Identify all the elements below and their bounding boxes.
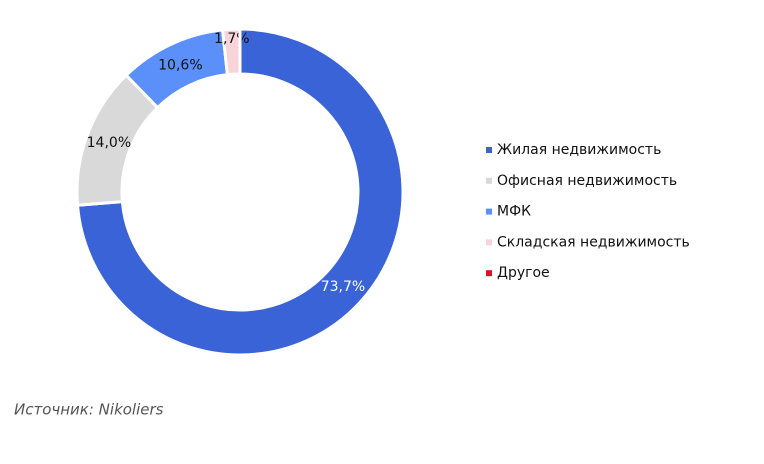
data-label: 1,7%	[214, 31, 250, 47]
legend-swatch	[486, 147, 492, 153]
donut-slice	[75, 27, 405, 357]
legend-label: Офисная недвижимость	[497, 173, 677, 189]
legend-label: Другое	[497, 265, 550, 281]
data-label: 10,6%	[158, 57, 202, 73]
data-label: 14,0%	[87, 135, 131, 151]
legend-swatch	[486, 177, 492, 184]
legend-label: Жилая недвижимость	[497, 142, 661, 158]
legend-swatch	[486, 208, 492, 215]
legend-label: МФК	[497, 204, 531, 220]
data-label: 73,7%	[321, 279, 365, 295]
source-note: Источник: Nikoliers	[14, 401, 164, 419]
legend-label: Складская недвижимость	[497, 234, 690, 250]
legend-swatch	[486, 270, 492, 277]
legend-swatch	[486, 239, 492, 246]
